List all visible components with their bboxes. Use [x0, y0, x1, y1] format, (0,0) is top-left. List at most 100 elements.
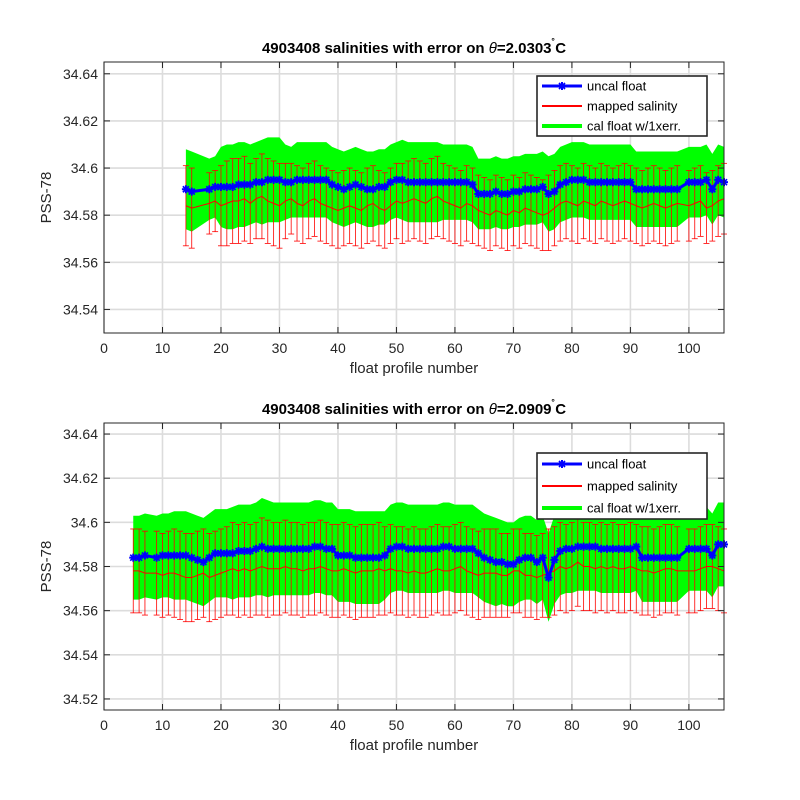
y-tick-label: 34.56: [63, 254, 98, 270]
chart-title: 4903408 salinities with error on θ=2.090…: [262, 399, 566, 418]
uncal-float-point: [614, 544, 623, 553]
uncal-float-point: [474, 549, 483, 558]
uncal-float-point: [380, 551, 389, 560]
uncal-float-point: [357, 553, 366, 562]
x-tick-label: 0: [100, 717, 108, 733]
uncal-float-point: [538, 553, 547, 562]
chart-panel-1: 0 10 20 30 40 50 60 70 80 90 100 34.54 34.56 34.58 34.…: [38, 38, 728, 377]
x-tick-label: 90: [623, 717, 639, 733]
uncal-float-point: [702, 175, 711, 184]
x-tick-label: 50: [389, 717, 405, 733]
x-tick-label: 60: [447, 717, 463, 733]
uncal-float-point: [550, 187, 559, 196]
x-tick-label: 100: [677, 340, 701, 356]
uncal-float-point: [632, 542, 641, 551]
legend: uncal float mapped salinity cal float w/1x…: [536, 452, 708, 520]
uncal-float-markers: [181, 175, 728, 198]
legend-label: cal float w/1xerr.: [587, 119, 681, 134]
uncal-float-point: [474, 189, 483, 198]
uncal-float-point: [521, 185, 530, 194]
uncal-float-point: [234, 547, 243, 556]
legend-item: mapped salinity: [542, 479, 678, 494]
legend-label: uncal float: [587, 457, 647, 472]
x-tick-label: 70: [506, 340, 522, 356]
uncal-float-point: [380, 182, 389, 191]
y-tick-label: 34.54: [63, 647, 98, 663]
uncal-float-point: [655, 553, 664, 562]
legend-label: mapped salinity: [587, 99, 678, 114]
uncal-float-point: [351, 553, 360, 562]
uncal-float-point: [427, 544, 436, 553]
y-tick-label: 34.62: [63, 470, 98, 486]
legend-item: cal float w/1xerr.: [542, 119, 681, 134]
x-tick-label: 30: [272, 340, 288, 356]
legend: uncal float mapped salinity cal float w/1x…: [536, 75, 708, 137]
uncal-float-point: [462, 544, 471, 553]
y-tick-label: 34.58: [63, 559, 98, 575]
uncal-float-point: [626, 178, 635, 187]
uncal-float-point: [252, 178, 261, 187]
x-tick-label: 90: [623, 340, 639, 356]
uncal-float-point: [187, 187, 196, 196]
x-tick-label: 40: [330, 340, 346, 356]
uncal-float-point: [708, 551, 717, 560]
uncal-float-point: [649, 553, 658, 562]
x-tick-label: 100: [677, 717, 701, 733]
x-tick-label: 10: [155, 717, 171, 733]
uncal-float-point: [714, 540, 723, 549]
uncal-float-point: [199, 558, 208, 567]
uncal-float-point: [216, 549, 225, 558]
uncal-float-point: [597, 544, 606, 553]
uncal-float-point: [333, 551, 342, 560]
uncal-float-point: [585, 178, 594, 187]
y-tick-label: 34.58: [63, 207, 98, 223]
x-tick-label: 80: [564, 340, 580, 356]
uncal-float-point: [655, 185, 664, 194]
uncal-float-point: [298, 175, 307, 184]
legend-label: cal float w/1xerr.: [587, 501, 681, 516]
y-tick-label: 34.64: [63, 426, 98, 442]
y-tick-label: 34.64: [63, 66, 98, 82]
uncal-float-point: [211, 182, 220, 191]
x-tick-label: 60: [447, 340, 463, 356]
axes-box: [103, 61, 725, 334]
y-tick-label: 34.54: [63, 301, 98, 317]
y-tick-label: 34.56: [63, 603, 98, 619]
uncal-float-point: [673, 553, 682, 562]
mapped-salinity-line: [185, 195, 725, 216]
uncal-float-point: [328, 544, 337, 553]
chart-title: 4903408 salinities with error on θ=2.030…: [262, 38, 566, 57]
x-tick-label: 40: [330, 717, 346, 733]
x-tick-label: 30: [272, 717, 288, 733]
uncal-float-point: [521, 553, 530, 562]
uncal-float-point: [509, 560, 518, 569]
y-tick-label: 34.52: [63, 691, 98, 707]
legend-item: uncal float: [542, 79, 647, 94]
uncal-float-point: [702, 544, 711, 553]
uncal-float-point: [526, 553, 535, 562]
x-axis-label: float profile number: [350, 360, 478, 377]
x-tick-label: 50: [389, 340, 405, 356]
uncal-float-point: [550, 555, 559, 564]
legend-item: mapped salinity: [542, 99, 678, 114]
uncal-float-point: [421, 178, 430, 187]
uncal-float-point: [421, 544, 430, 553]
uncal-float-point: [281, 178, 290, 187]
x-tick-label: 20: [213, 717, 229, 733]
legend-label: uncal float: [587, 79, 647, 94]
y-tick-label: 34.62: [63, 113, 98, 129]
x-axis-label: float profile number: [350, 737, 478, 754]
uncal-float-point: [532, 558, 541, 567]
uncal-float-point: [269, 544, 278, 553]
legend-item: uncal float: [542, 457, 647, 472]
uncal-float-point: [363, 553, 372, 562]
uncal-float-point: [673, 185, 682, 194]
uncal-float-point: [222, 182, 231, 191]
mapped-salinity-line: [133, 561, 725, 579]
uncal-float-point: [614, 178, 623, 187]
x-tick-label: 20: [213, 340, 229, 356]
uncal-float-point: [544, 573, 553, 582]
uncal-float-point: [708, 185, 717, 194]
y-axis-label: PSS-78: [38, 172, 55, 224]
